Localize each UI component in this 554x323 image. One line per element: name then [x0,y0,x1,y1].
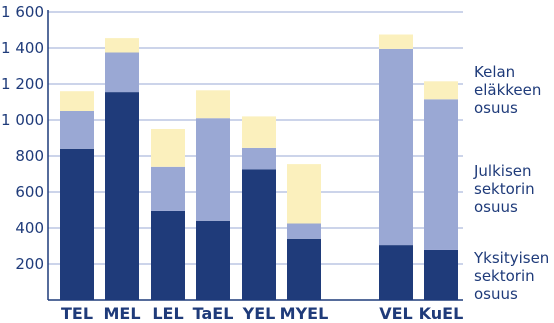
bar-segment [424,249,458,300]
legend-entry: osuus [474,285,518,303]
bar-segment [379,48,413,246]
legend-entry: osuus [474,99,518,117]
legend-entry: osuus [474,198,518,216]
y-axis: 200 400 600 800 1 000 1 200 1 400 1 600 [1,3,49,300]
bar-segment [242,169,276,300]
bar-segment [242,147,276,170]
y-tick-label: 1 000 [1,111,44,129]
y-tick-label: 800 [15,147,44,165]
x-tick-label: LEL [152,304,183,323]
x-tick-label: VEL [379,304,413,323]
x-tick-label: TEL [61,304,93,323]
y-tick-label: 1 400 [1,39,44,57]
bar-segment [151,129,185,167]
bar-segment [60,91,94,111]
x-tick-label: MEL [103,304,140,323]
bar-segment [196,90,230,119]
bar-segment [379,245,413,300]
bar-segment [287,238,321,300]
bar-segment [105,52,139,93]
legend-entry: eläkkeen [474,81,541,99]
bar-segment [60,111,94,149]
bar-segment [424,99,458,250]
legend-entry: sektorin [474,180,535,198]
bar-segment [151,210,185,300]
legend-entry: sektorin [474,267,535,285]
bar-segment [151,166,185,211]
bar-segment [287,223,321,239]
y-tick-label: 600 [15,183,44,201]
x-tick-label: YEL [242,304,276,323]
bar-segment [105,38,139,53]
legend-entry: Kelan [474,63,515,81]
bars [60,34,458,300]
legend-entry: Julkisen [473,162,532,180]
bar-segment [424,81,458,100]
y-tick-label: 200 [15,255,44,273]
x-tick-label: KuEL [419,304,464,323]
bar-segment [287,164,321,224]
legend: KelaneläkkeenosuusJulkisensektorinosuusY… [473,63,549,303]
bar-segment [196,220,230,300]
y-tick-label: 400 [15,219,44,237]
bar-segment [105,92,139,300]
bar-segment [242,116,276,148]
x-axis: TEL MEL LEL TaEL YEL MYEL VEL KuEL [48,299,464,323]
bar-segment [196,118,230,221]
x-tick-label: TaEL [193,304,234,323]
y-tick-label: 1 200 [1,75,44,93]
legend-entry: Yksityisen [473,249,549,267]
x-tick-label: MYEL [280,304,329,323]
y-tick-label: 1 600 [1,3,44,21]
bar-segment [379,34,413,49]
bar-segment [60,148,94,300]
